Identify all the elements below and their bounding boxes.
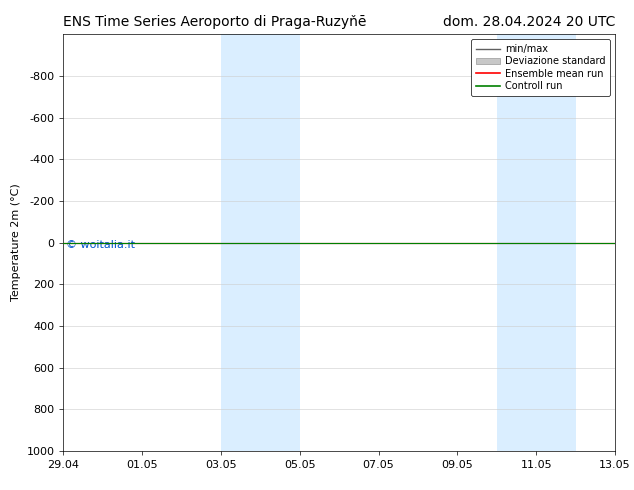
Bar bbox=[221, 34, 300, 451]
Bar bbox=[497, 34, 576, 451]
Text: ENS Time Series Aeroporto di Praga-Ruzyňē: ENS Time Series Aeroporto di Praga-Ruzyň… bbox=[63, 15, 367, 29]
Text: © woitalia.it: © woitalia.it bbox=[66, 241, 135, 250]
Y-axis label: Temperature 2m (°C): Temperature 2m (°C) bbox=[11, 184, 21, 301]
Text: dom. 28.04.2024 20 UTC: dom. 28.04.2024 20 UTC bbox=[443, 15, 615, 29]
Legend: min/max, Deviazione standard, Ensemble mean run, Controll run: min/max, Deviazione standard, Ensemble m… bbox=[470, 39, 610, 96]
